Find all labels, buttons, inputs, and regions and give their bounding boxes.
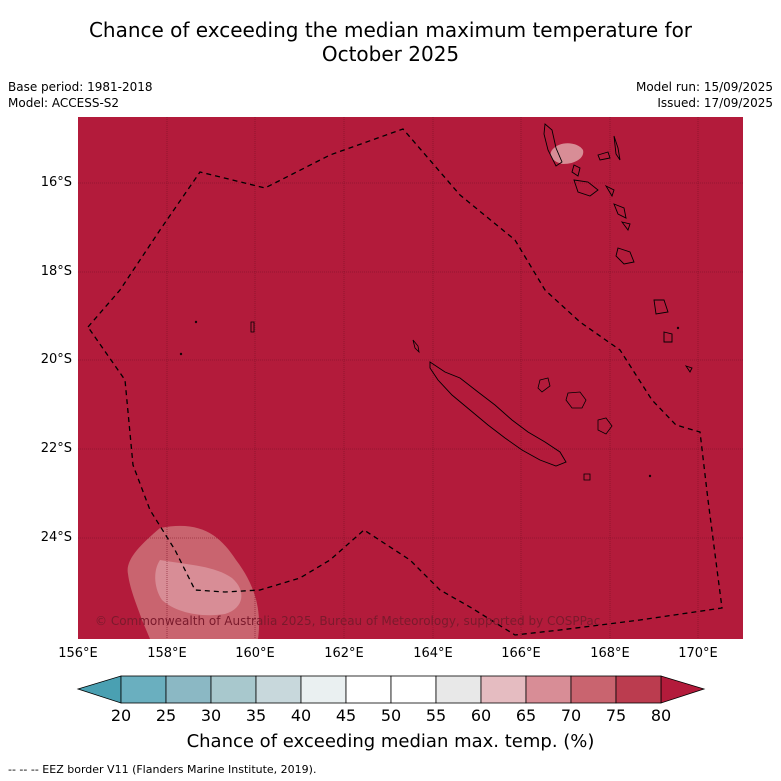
- base-period: Base period: 1981-2018: [8, 80, 153, 94]
- colorbar-tick-label: 70: [560, 706, 582, 725]
- isle-of-pines: [583, 473, 591, 481]
- issued-date: Issued: 17/09/2025: [657, 96, 773, 110]
- colorbar-cell: [435, 675, 482, 704]
- colorbar-tick-label: 80: [650, 706, 672, 725]
- colorbar-cell: [255, 675, 302, 704]
- island-belep: [412, 339, 420, 354]
- map-title: Chance of exceeding the median maximum t…: [0, 18, 781, 66]
- colorbar-title: Chance of exceeding median max. temp. (%…: [186, 731, 595, 752]
- colorbar-cell: [525, 675, 572, 704]
- colorbar-tick-label: 25: [155, 706, 177, 725]
- lat-label-18s: 18°S: [40, 264, 72, 279]
- meta-right: Model run: 15/09/2025 Issued: 17/09/2025: [636, 79, 773, 111]
- lon-label-164e: 164°E: [413, 646, 453, 661]
- colorbar-tick-label: 50: [380, 706, 402, 725]
- lon-label-158e: 158°E: [147, 646, 187, 661]
- colorbar-tick-label: 30: [200, 706, 222, 725]
- title-line-1: Chance of exceeding the median maximum t…: [88, 18, 693, 42]
- lower-chance-region-inner: [155, 560, 242, 616]
- colorbar-cell: [615, 675, 662, 704]
- colorbar-tick-label: 65: [515, 706, 537, 725]
- colorbar-tick-label: 60: [470, 706, 492, 725]
- eez-border: [87, 128, 723, 636]
- lon-label-156e: 156°E: [58, 646, 98, 661]
- eez-legend-note: -- -- -- EEZ border V11 (Flanders Marine…: [8, 763, 317, 776]
- lat-label-16s: 16°S: [40, 175, 72, 190]
- colorbar-tick-label: 40: [290, 706, 312, 725]
- loyalty-island-2: [565, 391, 587, 409]
- lon-label-170e: 170°E: [678, 646, 718, 661]
- lower-chance-region-vanuatu: [550, 143, 584, 164]
- lat-label-24s: 24°S: [40, 530, 72, 545]
- title-line-2: October 2025: [321, 42, 460, 66]
- colorbar-cell: [300, 675, 347, 704]
- colorbar-cell: [390, 675, 437, 704]
- new-caledonia-coast: [429, 361, 567, 467]
- colorbar-cell: [120, 675, 167, 704]
- lat-label-22s: 22°S: [40, 441, 72, 456]
- copyright-notice: © Commonwealth of Australia 2025, Bureau…: [95, 614, 601, 628]
- colorbar: [76, 675, 706, 704]
- colorbar-cell: [345, 675, 392, 704]
- colorbar-cell: [165, 675, 212, 704]
- lon-label-162e: 162°E: [324, 646, 364, 661]
- lat-label-20s: 20°S: [40, 352, 72, 367]
- vanuatu-coast: [543, 123, 693, 373]
- lon-label-160e: 160°E: [235, 646, 275, 661]
- meta-left: Base period: 1981-2018 Model: ACCESS-S2: [8, 79, 153, 111]
- loyalty-island-1: [537, 377, 551, 393]
- model-name: Model: ACCESS-S2: [8, 96, 120, 110]
- colorbar-cell: [480, 675, 527, 704]
- colorbar-cells: [120, 675, 662, 704]
- colorbar-tick-label: 45: [335, 706, 357, 725]
- colorbar-tick-label: 35: [245, 706, 267, 725]
- loyalty-island-3: [597, 417, 613, 435]
- model-run: Model run: 15/09/2025: [635, 80, 773, 94]
- colorbar-tick-label: 55: [425, 706, 447, 725]
- colorbar-cell: [570, 675, 617, 704]
- colorbar-tick-label: 20: [110, 706, 132, 725]
- colorbar-tick-label: 75: [605, 706, 627, 725]
- lon-label-166e: 166°E: [501, 646, 541, 661]
- colorbar-over-arrow: [660, 675, 706, 704]
- small-islands: [179, 320, 680, 478]
- colorbar-under-arrow: [76, 675, 122, 704]
- graticule: [78, 117, 743, 639]
- lon-label-168e: 168°E: [590, 646, 630, 661]
- colorbar-cell: [210, 675, 257, 704]
